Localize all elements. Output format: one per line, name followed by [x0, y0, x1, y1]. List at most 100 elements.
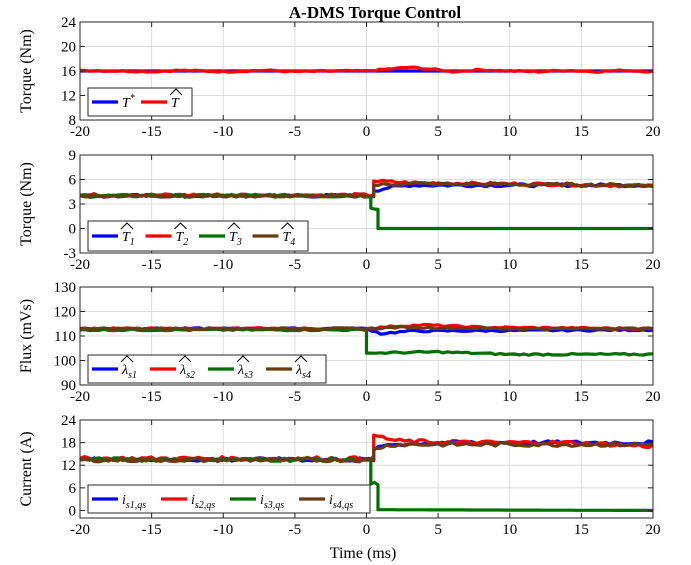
- legend-subscript: s1: [128, 370, 137, 381]
- y-tick-label: 3: [69, 197, 77, 213]
- y-tick-label: 18: [61, 436, 76, 452]
- x-tick-label: 15: [574, 257, 589, 273]
- series-group: [80, 65, 653, 74]
- x-tick-label: 5: [434, 389, 442, 405]
- x-tick-label: 20: [646, 389, 661, 405]
- x-tick-label: -10: [213, 389, 233, 405]
- legend-symbol: λ: [179, 363, 186, 378]
- y-axis-label: Torque (Nm): [18, 29, 35, 113]
- legend-label-1: T1: [122, 230, 135, 248]
- x-tick-label: -5: [289, 389, 302, 405]
- x-tick-label: -15: [142, 522, 162, 538]
- x-tick-label: 5: [434, 257, 442, 273]
- legend-label-4: is4,qs: [329, 493, 353, 511]
- legend-label-2: T2: [176, 230, 189, 248]
- series-group: [80, 178, 653, 231]
- y-tick-label: 90: [61, 378, 76, 394]
- legend-subscript: 4: [290, 237, 295, 248]
- y-tick-label: 6: [69, 173, 77, 189]
- y-axis-label: Torque (Nm): [18, 162, 35, 246]
- x-tick-label: -15: [142, 124, 162, 140]
- legend-label-1: T*: [122, 93, 135, 111]
- x-tick-label: -10: [213, 522, 233, 538]
- x-tick-label: -10: [213, 124, 233, 140]
- legend-symbol: λ: [121, 363, 128, 378]
- x-tick-label: 20: [646, 257, 661, 273]
- x-tick-label: 0: [363, 522, 371, 538]
- series-line-2: [80, 65, 653, 74]
- x-tick-label: -15: [142, 389, 162, 405]
- legend-symbol: i: [122, 493, 126, 508]
- x-tick-label: 15: [574, 389, 589, 405]
- legend-subscript: 3: [236, 237, 242, 248]
- x-tick-label: -5: [289, 257, 302, 273]
- y-tick-label: 6: [69, 481, 77, 497]
- x-tick-label: -15: [142, 257, 162, 273]
- x-tick-label: -10: [213, 257, 233, 273]
- legend-label-2: T: [171, 96, 180, 111]
- legend-subscript: 1: [130, 237, 135, 248]
- x-tick-label: -20: [70, 124, 90, 140]
- x-tick-label: 20: [646, 522, 661, 538]
- y-axis-label: Current (A): [18, 431, 35, 506]
- legend-subscript: s3,qs: [264, 500, 284, 511]
- legend-hat: [120, 355, 134, 363]
- y-tick-label: 16: [61, 64, 77, 80]
- x-tick-label: 20: [646, 124, 661, 140]
- legend-hat: [178, 355, 192, 363]
- x-tick-label: 5: [434, 124, 442, 140]
- legend: T* T: [87, 87, 193, 117]
- x-tick-label: 15: [574, 522, 589, 538]
- series-line-4: [80, 181, 653, 199]
- legend-symbol: T: [229, 230, 238, 245]
- x-tick-label: 0: [363, 389, 371, 405]
- legend-hat: [227, 222, 241, 230]
- series-group: [80, 322, 653, 357]
- y-tick-label: 8: [69, 113, 77, 129]
- legend-subscript: s2,qs: [195, 500, 215, 511]
- y-tick-label: 12: [61, 89, 76, 105]
- figure-title: A-DMS Torque Control: [289, 3, 462, 22]
- series-line-4: [80, 441, 653, 464]
- legend-label-1: λs1: [121, 363, 137, 381]
- legend-symbol: λ: [295, 363, 302, 378]
- legend-subscript: 2: [183, 237, 188, 248]
- y-tick-label: 24: [61, 413, 77, 429]
- legend: T1 T2 T3 T4: [87, 220, 309, 252]
- legend-symbol: T: [122, 230, 131, 245]
- x-tick-label: 0: [363, 124, 371, 140]
- legend-label-2: λs2: [179, 363, 195, 381]
- legend-label-3: T3: [229, 230, 242, 248]
- legend-hat: [120, 222, 134, 230]
- legend-hat: [169, 88, 183, 96]
- x-tick-label: 0: [363, 257, 371, 273]
- panel-3: -20 -15 -10 -5 0 5 10 15 20 90 100 110 120 130 Flux (m…: [18, 280, 661, 405]
- y-tick-label: 130: [54, 280, 77, 296]
- legend-subscript: s2: [186, 370, 195, 381]
- legend-symbol: T: [283, 230, 292, 245]
- y-tick-label: 24: [61, 15, 77, 31]
- series-line-3: [80, 192, 653, 231]
- y-tick-label: 9: [69, 148, 77, 164]
- legend-subscript: s1,qs: [126, 500, 146, 511]
- legend-label-3: λs3: [237, 363, 253, 381]
- series-line-4: [80, 325, 653, 332]
- x-tick-label: 10: [502, 389, 517, 405]
- legend-hat: [281, 222, 294, 230]
- x-tick-label: -20: [70, 257, 90, 273]
- y-tick-label: 100: [54, 354, 77, 370]
- x-axis-label: Time (ms): [330, 545, 397, 562]
- panel-1: -20 -15 -10 -5 0 5 10 15 20 8 12 16 20 24 Torque (Nm) T…: [18, 15, 661, 140]
- legend-label-2: is2,qs: [191, 493, 215, 511]
- legend: is1,qs is2,qs is3,qs is4,qs: [87, 484, 371, 514]
- legend-symbol: λ: [237, 363, 244, 378]
- legend-hat: [236, 355, 250, 363]
- legend-symbol: T: [176, 230, 185, 245]
- y-tick-label: 120: [54, 305, 77, 321]
- legend-symbol: T: [122, 96, 131, 111]
- x-tick-label: 15: [574, 124, 589, 140]
- x-tick-label: -5: [289, 522, 302, 538]
